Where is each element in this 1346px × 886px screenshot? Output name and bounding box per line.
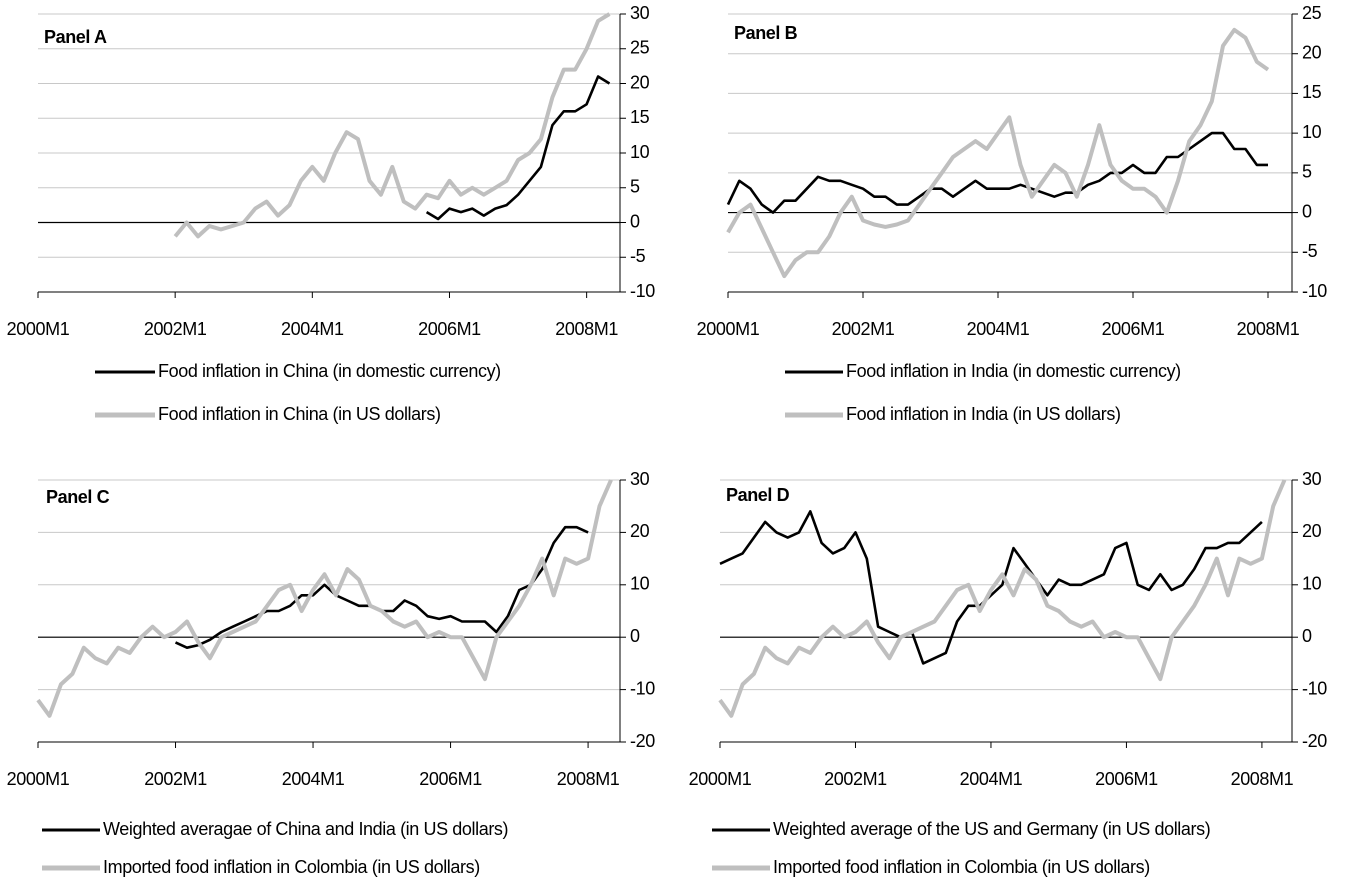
y-tick-label: -10 <box>1302 281 1327 301</box>
x-tick-label: 2006M1 <box>418 319 481 339</box>
x-tick-label: 2006M1 <box>1095 769 1158 789</box>
y-tick-label: -20 <box>1302 731 1327 751</box>
legend-label: Imported food inflation in Colombia (in … <box>103 857 480 877</box>
panel-title: Panel C <box>46 487 110 507</box>
legend-label: Weighted averagae of China and India (in… <box>103 819 508 839</box>
y-tick-label: 10 <box>630 574 650 594</box>
y-tick-label: 30 <box>630 469 650 489</box>
y-tick-label: 10 <box>1302 574 1322 594</box>
x-tick-label: 2008M1 <box>557 769 620 789</box>
series-line <box>726 27 1270 279</box>
y-tick-label: 0 <box>630 211 640 231</box>
series-line <box>173 12 611 239</box>
x-tick-label: 2000M1 <box>689 769 752 789</box>
legend-label: Food inflation in India (in domestic cur… <box>846 361 1181 381</box>
x-tick-label: 2008M1 <box>555 319 618 339</box>
series-line <box>726 131 1268 214</box>
y-tick-label: 25 <box>630 38 650 58</box>
series-line <box>425 75 611 221</box>
y-tick-label: 15 <box>630 107 650 127</box>
y-tick-label: -10 <box>630 281 655 301</box>
y-tick-label: 20 <box>630 72 650 92</box>
y-tick-label: 20 <box>630 521 650 541</box>
x-tick-label: 2004M1 <box>967 319 1030 339</box>
x-tick-label: 2008M1 <box>1231 769 1294 789</box>
x-tick-label: 2006M1 <box>1102 319 1165 339</box>
panel-title: Panel D <box>726 485 790 505</box>
x-tick-label: 2006M1 <box>419 769 482 789</box>
y-tick-label: -20 <box>630 731 655 751</box>
legend-label: Food inflation in China (in US dollars) <box>158 404 441 424</box>
x-tick-label: 2004M1 <box>281 319 344 339</box>
y-tick-label: 20 <box>1302 42 1322 62</box>
x-tick-label: 2008M1 <box>1237 319 1300 339</box>
y-tick-label: 30 <box>630 3 650 23</box>
legend-label: Food inflation in India (in US dollars) <box>846 404 1121 424</box>
x-tick-label: 2000M1 <box>7 769 70 789</box>
y-tick-label: 25 <box>1302 3 1322 23</box>
y-tick-label: 0 <box>1302 201 1312 221</box>
x-tick-label: 2000M1 <box>7 319 70 339</box>
y-tick-label: 5 <box>630 177 640 197</box>
y-tick-label: -10 <box>1302 678 1327 698</box>
series-line <box>719 510 1263 665</box>
y-tick-label: 15 <box>1302 82 1322 102</box>
x-tick-label: 2004M1 <box>960 769 1023 789</box>
y-tick-label: 10 <box>1302 122 1322 142</box>
x-tick-label: 2004M1 <box>282 769 345 789</box>
y-tick-label: 10 <box>630 142 650 162</box>
x-tick-label: 2000M1 <box>697 319 760 339</box>
y-tick-label: 30 <box>1302 469 1322 489</box>
panel-title: Panel B <box>734 23 798 43</box>
y-tick-label: 5 <box>1302 162 1312 182</box>
x-tick-label: 2002M1 <box>144 319 207 339</box>
y-tick-label: -10 <box>630 678 655 698</box>
y-tick-label: 0 <box>1302 626 1312 646</box>
y-tick-label: -5 <box>1302 241 1318 261</box>
y-tick-label: 0 <box>630 626 640 646</box>
legend-label: Imported food inflation in Colombia (in … <box>773 857 1150 877</box>
legend-label: Food inflation in China (in domestic cur… <box>158 361 501 381</box>
series-line <box>36 479 613 718</box>
series-line <box>718 479 1287 718</box>
panel-title: Panel A <box>44 27 107 47</box>
x-tick-label: 2002M1 <box>824 769 887 789</box>
y-tick-label: -5 <box>630 246 646 266</box>
x-tick-label: 2002M1 <box>144 769 207 789</box>
y-tick-label: 20 <box>1302 521 1322 541</box>
x-tick-label: 2002M1 <box>832 319 895 339</box>
legend-label: Weighted average of the US and Germany (… <box>773 819 1210 839</box>
